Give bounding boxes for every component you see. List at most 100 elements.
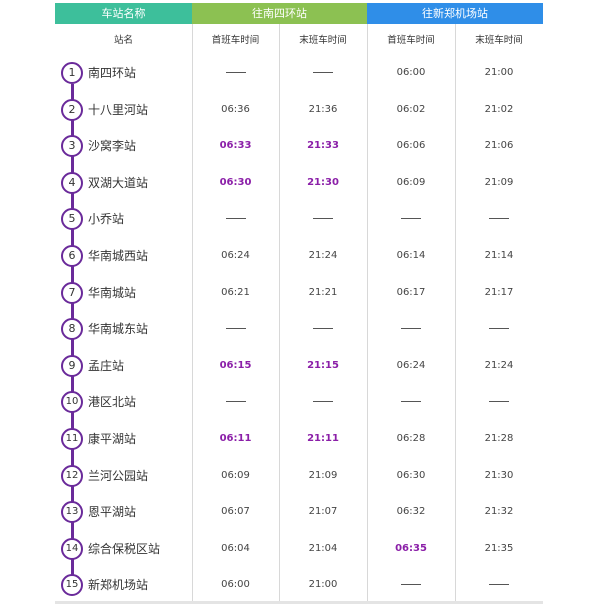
station-row: 12 兰河公园站 06:09 21:09 06:30 21:30 [55,458,543,494]
time-cell: 06:09 [192,458,279,494]
no-service-dash [489,217,509,219]
time-value: 06:21 [221,286,250,298]
station-number-badge: 15 [61,574,83,597]
time-value: 06:28 [396,433,426,444]
time-value: 21:36 [308,103,338,115]
time-cell [455,567,543,603]
time-cell: 06:14 [367,238,455,274]
time-cell: 06:35 [367,531,455,567]
no-service-dash [225,71,246,73]
time-cell [455,311,543,347]
time-cell: 21:21 [279,275,367,311]
time-cell: 21:32 [455,494,543,530]
time-cell: 06:15 [192,348,279,384]
station-number-badge: 11 [61,428,83,450]
time-value: 06:24 [221,250,250,261]
time-value: 21:09 [484,176,514,188]
time-cell: 21:00 [279,567,367,603]
station-row: 9 孟庄站 06:15 21:15 06:24 21:24 [55,348,543,384]
station-name: 新郑机场站 [88,578,149,593]
time-value: 21:33 [307,140,339,152]
station-number-badge: 10 [61,391,83,414]
time-cell: 21:11 [279,421,367,457]
time-cell: 21:24 [455,348,543,384]
station-row: 6 华南城西站 06:24 21:24 06:14 21:14 [55,238,543,274]
time-value: 06:00 [221,579,250,591]
time-cell [279,55,367,91]
no-service-dash [401,327,421,329]
time-cell [192,311,279,347]
time-value: 06:35 [395,542,427,554]
no-service-dash [225,217,246,219]
time-value: 06:00 [396,67,426,78]
no-service-dash [313,71,333,73]
time-value: 21:30 [484,469,514,481]
subheader-station: 站名 [113,35,133,46]
no-service-dash [401,583,421,585]
station-number-badge: 14 [61,537,83,560]
time-value: 21:24 [308,250,338,261]
no-service-dash [313,327,333,329]
time-cell [279,311,367,347]
time-cell: 21:09 [279,458,367,494]
column-divider [192,24,193,601]
station-row: 1 南四环站 06:00 21:00 [55,55,543,91]
time-value: 21:35 [484,542,514,554]
time-cell: 06:28 [367,421,455,457]
column-divider [455,24,456,601]
time-value: 21:11 [307,433,339,444]
station-number-badge: 2 [61,98,83,121]
time-cell: 06:24 [192,238,279,274]
time-cell: 21:14 [455,238,543,274]
station-row: 15 新郑机场站 06:00 21:00 [55,567,543,603]
time-value: 06:04 [221,542,250,554]
time-value: 21:28 [484,433,514,444]
time-value: 21:24 [484,359,514,371]
time-cell [192,384,279,420]
station-number-badge: 12 [61,464,83,487]
time-value: 06:30 [396,469,426,481]
station-row: 4 双湖大道站 06:30 21:30 06:09 21:09 [55,165,543,201]
time-cell: 21:02 [455,92,543,128]
time-value: 06:15 [219,359,252,371]
time-cell: 06:06 [367,128,455,164]
no-service-dash [489,327,509,329]
station-name: 恩平湖站 [88,505,137,520]
no-service-dash [313,217,333,219]
time-value: 21:00 [308,579,338,591]
station-name: 小乔站 [88,212,125,227]
station-row: 3 沙窝李站 06:33 21:33 06:06 21:06 [55,128,543,164]
station-row: 11 康平湖站 06:11 21:11 06:28 21:28 [55,421,543,457]
station-number-badge: 6 [61,245,83,267]
time-cell: 06:32 [367,494,455,530]
time-cell: 06:07 [192,494,279,530]
station-number-badge: 4 [61,171,83,194]
time-value: 06:24 [396,359,426,371]
time-cell: 06:24 [367,348,455,384]
station-number-badge: 3 [61,135,83,158]
header-station-name: 车站名称 [55,3,192,24]
station-number-badge: 1 [61,62,83,84]
station-number-badge: 5 [61,208,83,231]
station-row: 8 华南城东站 [55,311,543,347]
time-cell: 06:36 [192,92,279,128]
time-cell: 21:28 [455,421,543,457]
time-value: 21:09 [308,469,338,481]
time-cell: 21:30 [455,458,543,494]
subheader-last-train-dir2: 末班车时间 [475,35,523,46]
no-service-dash [401,400,421,402]
time-cell [279,201,367,237]
time-cell: 21:00 [455,55,543,91]
station-name: 港区北站 [88,395,137,410]
station-number-badge: 8 [61,318,83,341]
no-service-dash [225,327,246,329]
no-service-dash [401,217,421,219]
station-name: 十八里河站 [88,102,149,117]
time-cell [367,311,455,347]
bottom-border [55,601,543,604]
time-value: 06:07 [221,506,250,518]
time-cell: 06:00 [192,567,279,603]
time-value: 21:14 [484,250,514,261]
time-cell: 06:30 [192,165,279,201]
time-value: 21:00 [484,67,514,78]
